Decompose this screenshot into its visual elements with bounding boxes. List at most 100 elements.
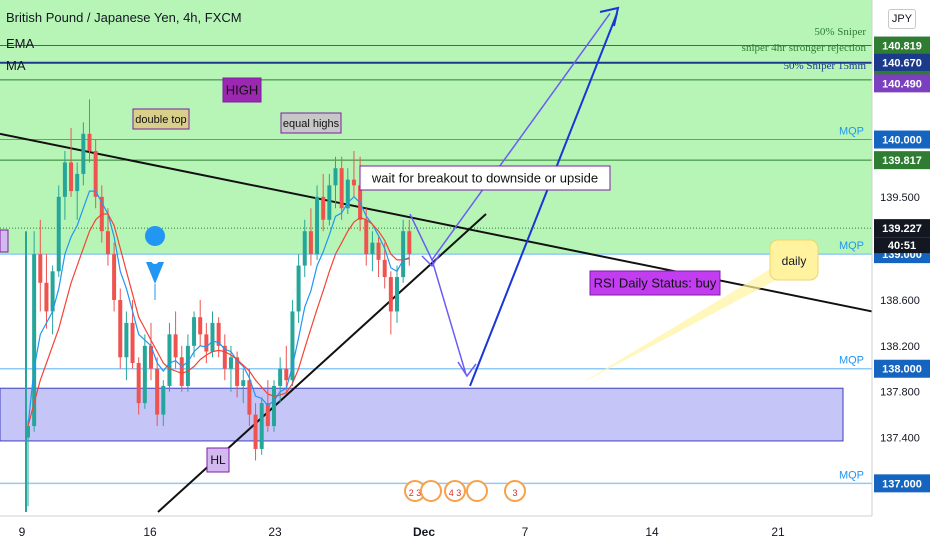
candle-body[interactable] — [407, 231, 412, 255]
candle-body[interactable] — [382, 259, 387, 278]
candle-body[interactable] — [259, 403, 264, 449]
candle-body[interactable] — [339, 168, 344, 209]
candle-body[interactable] — [93, 150, 98, 197]
candle-body[interactable] — [75, 173, 80, 192]
candle-body[interactable] — [235, 357, 240, 386]
price-tick-label: 137.400 — [880, 433, 920, 445]
candle-body[interactable] — [228, 357, 233, 369]
candle-body[interactable] — [155, 368, 160, 415]
high-label-box[interactable] — [222, 77, 262, 103]
countdown-tag — [874, 237, 930, 254]
purple-zone — [0, 387, 844, 442]
candle-body[interactable] — [388, 277, 393, 312]
equal-highs-label-box[interactable] — [280, 112, 342, 134]
candle-body[interactable] — [87, 133, 92, 151]
hl-label-box[interactable] — [206, 447, 230, 473]
candle-body[interactable] — [253, 414, 258, 449]
current-price-text: 139.227 — [882, 223, 922, 235]
candle-body[interactable] — [351, 179, 356, 186]
chart-title: British Pound / Japanese Yen, 4h, FXCM — [6, 10, 242, 25]
candle-body[interactable] — [112, 254, 117, 300]
candle-body[interactable] — [345, 179, 350, 209]
indicator-ma-label[interactable]: MA — [6, 58, 26, 73]
candle-body[interactable] — [185, 345, 190, 386]
candle-body[interactable] — [210, 322, 215, 352]
green-zone — [0, 0, 872, 255]
double-top-label-box[interactable] — [132, 108, 190, 130]
event-flag[interactable]: 3 — [504, 480, 526, 502]
candle-body[interactable] — [247, 380, 252, 415]
double-top-label: double top — [135, 114, 186, 126]
price-level-tag[interactable] — [874, 151, 930, 170]
descending-trendline[interactable] — [0, 132, 873, 313]
projection-up-arrow[interactable] — [469, 13, 618, 387]
price-level-tag[interactable] — [874, 130, 930, 149]
candle-body[interactable] — [321, 196, 326, 220]
candle-body[interactable] — [130, 322, 135, 364]
candle-body[interactable] — [62, 162, 67, 197]
candle-body[interactable] — [192, 317, 197, 346]
candle-body[interactable] — [222, 345, 227, 369]
candle-body[interactable] — [364, 219, 369, 255]
candle-body[interactable] — [278, 368, 283, 386]
candle-body[interactable] — [315, 196, 320, 255]
candle-body[interactable] — [81, 133, 86, 174]
current-price-tag[interactable] — [874, 219, 930, 238]
candle-body[interactable] — [149, 345, 153, 369]
candle-body[interactable] — [376, 242, 381, 260]
candle-body[interactable] — [105, 231, 110, 255]
projection-up-arrow[interactable] — [431, 13, 611, 261]
candle-body[interactable] — [124, 322, 129, 358]
ma-line[interactable] — [27, 213, 410, 427]
currency-button[interactable]: JPY — [888, 9, 916, 29]
candle-body[interactable] — [395, 277, 399, 312]
candle-body[interactable] — [179, 357, 184, 386]
candle-body[interactable] — [272, 385, 276, 427]
candle-body[interactable] — [38, 254, 43, 283]
candle-body[interactable] — [370, 242, 375, 255]
candle-body[interactable] — [308, 231, 313, 255]
daily-callout[interactable] — [769, 239, 819, 281]
candle-body[interactable] — [401, 231, 406, 278]
candle-body[interactable] — [290, 311, 295, 381]
ema-line[interactable] — [27, 190, 410, 427]
price-level-tag[interactable] — [874, 36, 930, 55]
time-axis[interactable] — [0, 516, 872, 550]
price-level-tag[interactable] — [874, 474, 930, 493]
candle-body[interactable] — [32, 254, 37, 427]
candle-body[interactable] — [161, 385, 166, 415]
event-flag[interactable] — [466, 480, 488, 502]
candle-body[interactable] — [284, 368, 289, 381]
candle-body[interactable] — [327, 185, 332, 220]
candle-body[interactable] — [296, 265, 301, 312]
candle-body[interactable] — [204, 334, 209, 352]
candle-body[interactable] — [216, 322, 221, 346]
candle-body[interactable] — [26, 426, 30, 438]
candle-body[interactable] — [167, 334, 172, 386]
price-level-tag[interactable] — [874, 359, 930, 378]
candle-body[interactable] — [118, 299, 123, 358]
indicator-ema-label[interactable]: EMA — [6, 36, 35, 51]
candle-body[interactable] — [173, 334, 178, 358]
candle-body[interactable] — [44, 282, 49, 312]
candle-body[interactable] — [56, 196, 61, 272]
candle-body[interactable] — [136, 363, 141, 404]
candle-body[interactable] — [142, 345, 147, 404]
candle-body[interactable] — [241, 380, 246, 386]
wait-breakout-label-box[interactable] — [359, 165, 611, 191]
price-level-tag-text: 140.000 — [882, 135, 922, 147]
arrow-head — [457, 361, 477, 378]
candle-body[interactable] — [198, 317, 203, 335]
candle-body[interactable] — [50, 271, 55, 312]
event-flag[interactable]: 4 3 — [444, 480, 466, 502]
price-level-tag[interactable] — [874, 74, 930, 93]
candle-body[interactable] — [302, 231, 307, 266]
event-flag[interactable] — [420, 480, 442, 502]
rsi-status-label-box[interactable] — [589, 270, 721, 296]
candle-body[interactable] — [69, 162, 74, 192]
candle-body[interactable] — [333, 168, 338, 186]
candle-body[interactable] — [265, 403, 270, 427]
price-level-tag[interactable] — [874, 53, 930, 72]
